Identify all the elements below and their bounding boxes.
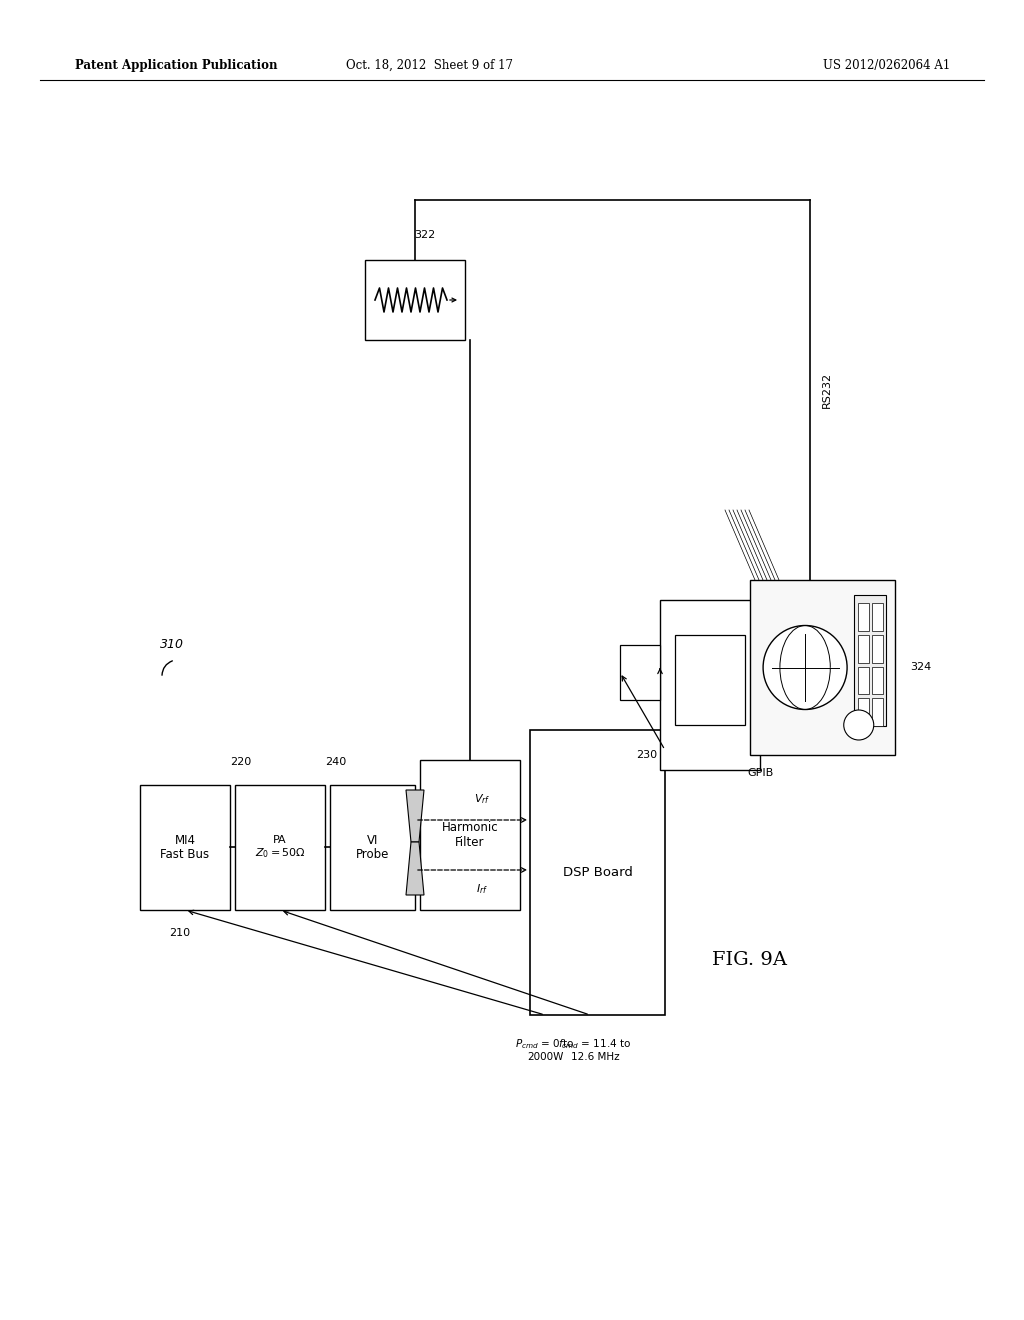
Bar	[858, 667, 869, 694]
Text: 220: 220	[230, 756, 251, 767]
Text: US 2012/0262064 A1: US 2012/0262064 A1	[822, 58, 950, 71]
Text: Oct. 18, 2012  Sheet 9 of 17: Oct. 18, 2012 Sheet 9 of 17	[346, 58, 513, 71]
Circle shape	[844, 710, 873, 741]
Bar	[872, 635, 884, 663]
Text: 322: 322	[415, 230, 435, 240]
Text: 314: 314	[768, 680, 790, 690]
Bar	[858, 635, 869, 663]
Bar	[620, 645, 660, 700]
Text: RS232: RS232	[822, 372, 831, 408]
Bar	[365, 260, 465, 341]
Bar	[234, 785, 325, 909]
Text: $f_{cmd}$ = 11.4 to
12.6 MHz: $f_{cmd}$ = 11.4 to 12.6 MHz	[558, 1038, 632, 1063]
Bar	[854, 595, 887, 726]
Bar	[530, 730, 665, 1015]
Polygon shape	[406, 842, 424, 895]
Text: $V_{rf}$: $V_{rf}$	[474, 792, 490, 807]
Bar	[872, 603, 884, 631]
Circle shape	[763, 626, 847, 710]
Text: PA
$Z_0=50\Omega$: PA $Z_0=50\Omega$	[255, 834, 305, 861]
Text: DSP Board: DSP Board	[562, 866, 633, 879]
Bar	[750, 579, 895, 755]
Text: Harmonic
Filter: Harmonic Filter	[441, 821, 499, 849]
Polygon shape	[406, 789, 424, 842]
Bar	[660, 601, 760, 770]
Bar	[140, 785, 230, 909]
Bar	[872, 667, 884, 694]
Text: GPIB: GPIB	[746, 768, 773, 777]
Bar	[420, 760, 520, 909]
Text: $P_{cmd}$ = 0 to
2000W: $P_{cmd}$ = 0 to 2000W	[515, 1038, 574, 1063]
Text: MI4
Fast Bus: MI4 Fast Bus	[161, 833, 210, 862]
Bar	[675, 635, 745, 725]
Text: 230: 230	[637, 750, 657, 760]
Text: 210: 210	[169, 928, 190, 939]
Bar	[872, 698, 884, 726]
Text: FIG. 9A: FIG. 9A	[713, 950, 787, 969]
Text: $I_{rf}$: $I_{rf}$	[476, 882, 488, 896]
Bar	[330, 785, 415, 909]
Text: 310: 310	[160, 639, 184, 652]
Text: VI
Probe: VI Probe	[355, 833, 389, 862]
Bar	[858, 698, 869, 726]
Text: Patent Application Publication: Patent Application Publication	[75, 58, 278, 71]
Bar	[858, 603, 869, 631]
Text: 240: 240	[325, 756, 346, 767]
Text: 324: 324	[910, 663, 931, 672]
